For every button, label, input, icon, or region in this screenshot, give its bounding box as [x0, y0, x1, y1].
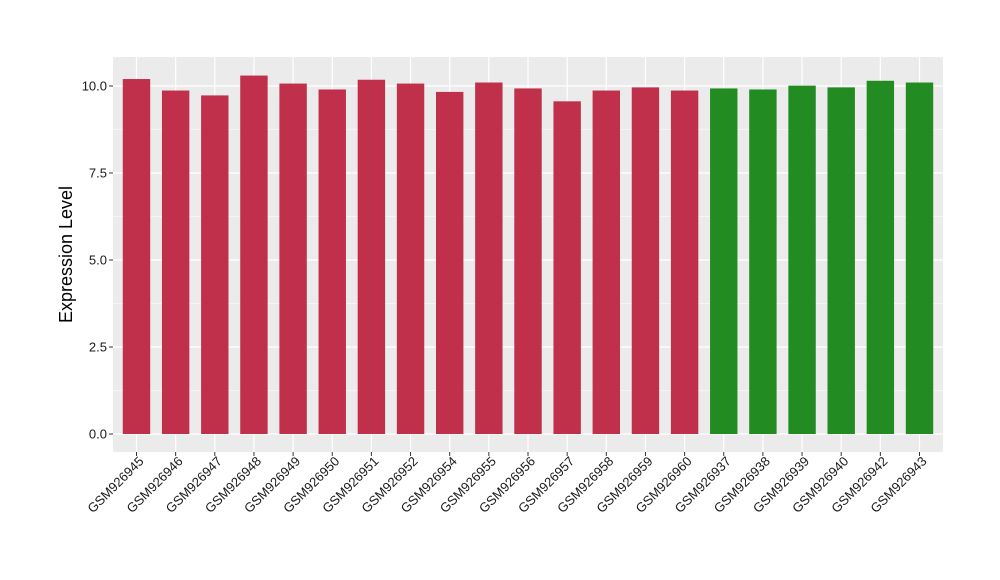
- bar-GSM926946: [161, 90, 190, 435]
- y-axis-title: Expression Level: [56, 186, 76, 323]
- x-axis: GSM926945GSM926946GSM926947GSM926948GSM9…: [84, 452, 930, 516]
- bar-GSM926956: [514, 88, 542, 434]
- bar-GSM926938: [749, 89, 777, 434]
- bar-GSM926955: [475, 82, 503, 435]
- bar-GSM926954: [435, 91, 464, 434]
- bar-GSM926942: [866, 80, 895, 434]
- bar-GSM926947: [201, 95, 229, 435]
- y-tick-label: 10.0: [82, 79, 107, 94]
- bar-GSM926937: [710, 88, 738, 434]
- bar-GSM926951: [357, 79, 386, 435]
- bar-GSM926958: [592, 90, 621, 435]
- bar-GSM926949: [279, 83, 307, 435]
- bar-GSM926939: [788, 85, 816, 434]
- bar-GSM926957: [553, 101, 581, 434]
- bars: [122, 75, 934, 435]
- bar-GSM926948: [240, 75, 268, 434]
- y-tick-label: 0.0: [89, 427, 107, 442]
- bar-GSM926943: [905, 82, 934, 435]
- bar-GSM926950: [318, 89, 346, 434]
- y-tick-label: 7.5: [89, 166, 107, 181]
- bar-GSM926940: [827, 87, 855, 434]
- bar-GSM926960: [670, 90, 699, 435]
- bar-GSM926959: [631, 87, 660, 434]
- y-axis: 0.0 2.5 5.0 7.5 10.0: [82, 79, 113, 442]
- bar-GSM926952: [396, 83, 425, 435]
- bar-GSM926945: [122, 79, 151, 434]
- y-tick-label: 2.5: [89, 340, 107, 355]
- y-tick-label: 5.0: [89, 253, 107, 268]
